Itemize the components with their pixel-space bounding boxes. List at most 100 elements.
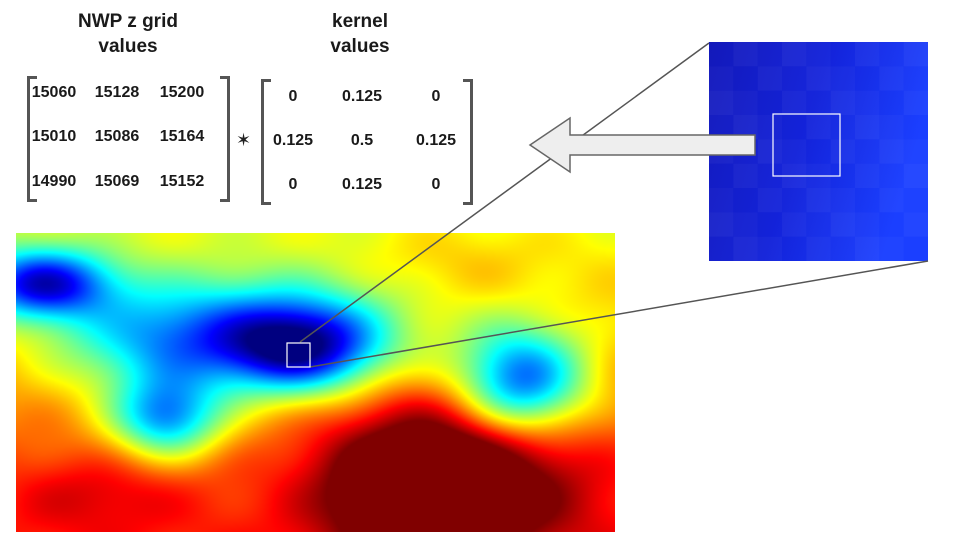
grid-cell: 15086	[94, 128, 140, 145]
zoomed-grid-cell	[782, 212, 807, 237]
zoomed-grid-cell	[879, 236, 904, 261]
zoomed-grid-panel	[709, 42, 928, 261]
left-arrow-icon	[528, 116, 756, 174]
zoomed-grid-cell	[903, 115, 928, 140]
kernel-cell: 0	[431, 176, 441, 193]
zoomed-grid-cell	[903, 188, 928, 213]
grid-cell: 15152	[159, 173, 205, 190]
zoom-connector-top	[299, 42, 710, 343]
kernel-values-title: kernel values	[260, 9, 460, 59]
zoomed-grid-cell	[830, 212, 855, 237]
zoomed-grid-cell	[855, 115, 880, 140]
zoomed-grid-cell	[782, 115, 807, 140]
kernel-cell: 0.5	[350, 132, 374, 149]
grid-values-matrix: 15060 15128 15200 15010 15086 15164 1499…	[27, 76, 230, 202]
zoomed-grid-cell	[806, 42, 831, 67]
zoomed-grid-cell	[782, 90, 807, 115]
zoomed-grid-cell	[733, 66, 758, 91]
zoomed-grid-cell	[757, 42, 782, 67]
zoomed-grid-cell	[855, 236, 880, 261]
zoomed-grid-cell	[806, 236, 831, 261]
zoomed-grid-cell	[879, 163, 904, 188]
zoomed-grid-cell	[855, 139, 880, 164]
kernel-cell: 0.125	[272, 132, 314, 149]
zoomed-grid-cell	[733, 90, 758, 115]
zoomed-grid-cell	[806, 115, 831, 140]
zoomed-grid-cell	[903, 42, 928, 67]
grid-title-line2: values	[98, 36, 158, 57]
grid-cell: 15200	[159, 84, 205, 101]
grid-cell: 15060	[31, 84, 77, 101]
zoomed-grid-cell	[709, 188, 734, 213]
grid-cell: 15010	[31, 128, 77, 145]
zoomed-grid-cell	[733, 212, 758, 237]
zoomed-grid-cell	[757, 188, 782, 213]
grid-cell: 15128	[94, 84, 140, 101]
grid-values-title: NWP z grid values	[28, 9, 228, 59]
zoomed-grid-cell	[903, 66, 928, 91]
zoomed-grid-cell	[855, 90, 880, 115]
grid-cell: 15164	[159, 128, 205, 145]
zoomed-grid-cell	[782, 66, 807, 91]
grid-cell: 14990	[31, 173, 77, 190]
kernel-cell: 0	[431, 88, 441, 105]
zoomed-grid-cell	[757, 236, 782, 261]
zoomed-grid-cell	[757, 66, 782, 91]
zoomed-grid-cell	[733, 42, 758, 67]
zoomed-grid-cell	[757, 90, 782, 115]
kernel-values-matrix: 0 0.125 0 0.125 0.5 0.125 0 0.125 0	[261, 79, 473, 205]
zoomed-grid-cell	[806, 139, 831, 164]
zoomed-grid-cell	[806, 188, 831, 213]
zoomed-grid-cell	[903, 236, 928, 261]
zoomed-highlight-box	[772, 113, 841, 177]
kernel-title-line2: values	[330, 36, 390, 57]
grid-cell: 15069	[94, 173, 140, 190]
zoomed-grid-cell	[855, 163, 880, 188]
map-highlight-box	[286, 342, 311, 368]
zoomed-grid-cell	[782, 42, 807, 67]
zoomed-grid-cell	[855, 66, 880, 91]
matrix-left-bracket	[261, 79, 271, 205]
matrix-right-bracket	[220, 76, 230, 202]
zoomed-grid-cell	[733, 163, 758, 188]
grid-title-line1: NWP z grid	[78, 11, 178, 32]
zoom-connector-bottom	[309, 260, 929, 368]
zoomed-grid-cell	[782, 236, 807, 261]
matrix-right-bracket	[463, 79, 473, 205]
zoomed-grid-cell	[879, 90, 904, 115]
zoomed-grid-cell	[709, 42, 734, 67]
zoomed-grid-cell	[855, 212, 880, 237]
zoomed-grid-cell	[782, 188, 807, 213]
zoomed-grid-cell	[709, 66, 734, 91]
zoomed-grid-cell	[830, 139, 855, 164]
zoomed-grid-cell	[709, 236, 734, 261]
zoomed-grid-cell	[879, 115, 904, 140]
zoomed-grid-cell	[855, 42, 880, 67]
kernel-title-line1: kernel	[332, 11, 388, 32]
zoomed-grid-cell	[806, 66, 831, 91]
zoomed-grid-cell	[830, 90, 855, 115]
zoomed-grid-cell	[903, 90, 928, 115]
zoomed-grid-cell	[879, 212, 904, 237]
zoomed-grid-cell	[903, 212, 928, 237]
zoomed-grid-cell	[830, 42, 855, 67]
zoomed-grid-cell	[830, 115, 855, 140]
zoomed-grid-cell	[757, 115, 782, 140]
nwp-heatmap	[16, 233, 615, 532]
zoomed-grid-cell	[879, 188, 904, 213]
zoomed-grid-cell	[830, 236, 855, 261]
zoomed-grid-cell	[879, 139, 904, 164]
convolution-operator: ✶	[236, 130, 252, 150]
zoomed-grid-cell	[879, 66, 904, 91]
zoomed-grid-cell	[709, 212, 734, 237]
zoomed-grid-cell	[782, 139, 807, 164]
zoomed-grid-cell	[830, 66, 855, 91]
kernel-cell: 0.125	[341, 88, 383, 105]
zoomed-grid-cell	[709, 90, 734, 115]
zoomed-grid-cell	[757, 139, 782, 164]
zoomed-grid-cell	[806, 212, 831, 237]
zoomed-grid-cells	[709, 42, 928, 261]
zoomed-grid-cell	[855, 188, 880, 213]
kernel-cell: 0.125	[415, 132, 457, 149]
